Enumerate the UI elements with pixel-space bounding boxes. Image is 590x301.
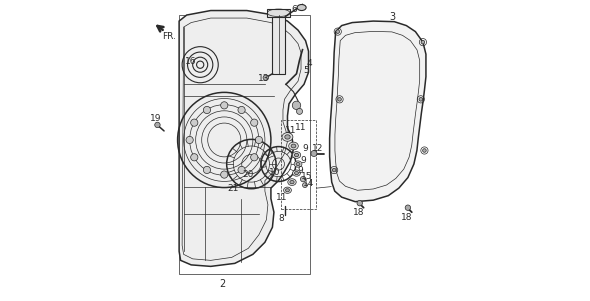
- Ellipse shape: [405, 205, 411, 210]
- Ellipse shape: [263, 75, 268, 80]
- Ellipse shape: [337, 98, 342, 101]
- Ellipse shape: [296, 163, 300, 166]
- Ellipse shape: [238, 106, 245, 113]
- Text: 10: 10: [269, 168, 280, 177]
- Ellipse shape: [238, 166, 245, 174]
- Text: 5: 5: [304, 66, 309, 75]
- Text: 11: 11: [285, 126, 296, 135]
- Ellipse shape: [419, 98, 422, 101]
- Ellipse shape: [290, 180, 294, 184]
- Ellipse shape: [422, 149, 426, 152]
- Text: 3: 3: [390, 11, 396, 22]
- Ellipse shape: [251, 119, 258, 126]
- Ellipse shape: [292, 152, 301, 158]
- Ellipse shape: [204, 166, 211, 174]
- Bar: [267, 9, 290, 17]
- Text: 9: 9: [300, 156, 306, 165]
- Ellipse shape: [311, 150, 317, 157]
- Text: 20: 20: [242, 170, 254, 179]
- Text: 16: 16: [185, 57, 196, 66]
- Text: 18: 18: [401, 213, 413, 222]
- Ellipse shape: [221, 102, 228, 109]
- Text: 4: 4: [307, 59, 312, 68]
- Ellipse shape: [286, 189, 290, 192]
- Text: 18: 18: [353, 208, 365, 217]
- Ellipse shape: [297, 5, 306, 11]
- Text: 2: 2: [219, 279, 226, 290]
- Text: 21: 21: [228, 184, 239, 193]
- Ellipse shape: [191, 154, 198, 161]
- Text: 8: 8: [278, 214, 284, 223]
- Text: 13: 13: [258, 74, 269, 83]
- Ellipse shape: [251, 154, 258, 161]
- Ellipse shape: [282, 133, 293, 141]
- Ellipse shape: [292, 101, 301, 110]
- Ellipse shape: [284, 187, 291, 193]
- Ellipse shape: [289, 142, 299, 150]
- Ellipse shape: [204, 106, 211, 113]
- Ellipse shape: [294, 153, 299, 157]
- Text: 6: 6: [291, 5, 297, 14]
- Text: 19: 19: [150, 114, 162, 123]
- Ellipse shape: [297, 108, 303, 114]
- Text: 14: 14: [303, 178, 314, 188]
- Ellipse shape: [288, 179, 296, 185]
- Ellipse shape: [421, 40, 425, 44]
- Ellipse shape: [186, 136, 194, 144]
- Text: 12: 12: [312, 144, 323, 154]
- Ellipse shape: [291, 144, 296, 148]
- Ellipse shape: [357, 200, 362, 206]
- Bar: [281, 120, 316, 209]
- Text: FR.: FR.: [162, 32, 176, 41]
- Ellipse shape: [285, 135, 290, 139]
- Ellipse shape: [191, 119, 198, 126]
- Ellipse shape: [155, 122, 160, 128]
- Text: 9: 9: [303, 144, 309, 153]
- Ellipse shape: [303, 183, 307, 188]
- Text: 15: 15: [301, 172, 312, 181]
- Ellipse shape: [293, 170, 300, 176]
- Ellipse shape: [255, 136, 263, 144]
- Text: 11: 11: [276, 193, 287, 202]
- Ellipse shape: [300, 176, 306, 182]
- Bar: [179, 15, 310, 274]
- Ellipse shape: [336, 30, 340, 33]
- Ellipse shape: [332, 168, 336, 172]
- Bar: [273, 15, 285, 74]
- Text: 9: 9: [297, 166, 303, 175]
- Ellipse shape: [294, 161, 302, 167]
- Ellipse shape: [221, 171, 228, 178]
- Polygon shape: [179, 11, 309, 266]
- Polygon shape: [330, 21, 426, 202]
- Text: 11: 11: [294, 123, 306, 132]
- Ellipse shape: [294, 172, 299, 175]
